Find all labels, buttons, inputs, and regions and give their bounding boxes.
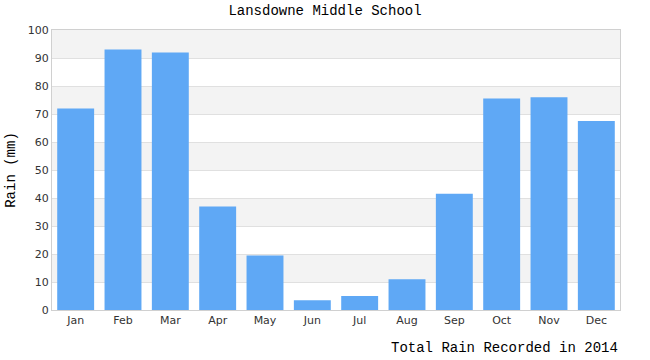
svg-text:70: 70 [35,108,49,121]
svg-text:50: 50 [35,164,49,177]
svg-text:10: 10 [35,276,49,289]
svg-text:30: 30 [35,220,49,233]
svg-text:Dec: Dec [586,314,607,327]
svg-text:Rain (mm): Rain (mm) [3,132,19,208]
svg-text:0: 0 [42,304,49,317]
svg-text:100: 100 [28,24,49,37]
svg-text:Sep: Sep [444,314,465,327]
svg-text:Jan: Jan [66,314,84,327]
svg-text:Oct: Oct [492,314,512,327]
svg-text:Jun: Jun [303,314,321,327]
svg-text:20: 20 [35,248,49,261]
svg-text:40: 40 [35,192,49,205]
svg-text:Mar: Mar [160,314,181,327]
svg-text:60: 60 [35,136,49,149]
svg-text:Feb: Feb [113,314,132,327]
svg-text:Total Rain Recorded in 2014: Total Rain Recorded in 2014 [391,340,618,356]
svg-text:90: 90 [35,52,49,65]
svg-text:Nov: Nov [538,314,560,327]
svg-text:May: May [254,314,277,327]
svg-text:Apr: Apr [208,314,228,327]
svg-text:Lansdowne Middle School: Lansdowne Middle School [228,3,421,19]
svg-text:80: 80 [35,80,49,93]
svg-text:Jul: Jul [352,314,366,327]
svg-text:Aug: Aug [396,314,417,327]
